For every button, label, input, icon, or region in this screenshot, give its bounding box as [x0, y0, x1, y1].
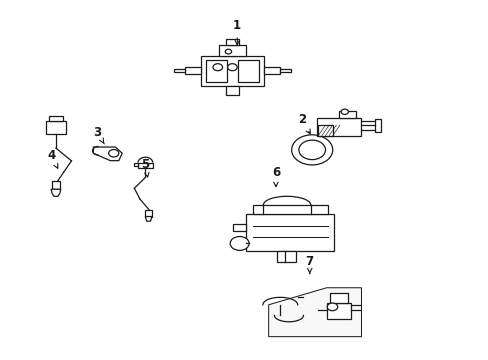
Bar [232, 224, 246, 231]
Text: 7: 7 [305, 255, 313, 274]
Polygon shape [268, 288, 361, 337]
Bar [316, 118, 360, 136]
Bar [280, 69, 290, 72]
Bar [200, 57, 264, 86]
Circle shape [213, 64, 222, 71]
Bar [225, 86, 239, 95]
Bar [374, 119, 380, 132]
Bar [253, 205, 327, 214]
Bar [225, 39, 239, 45]
Text: 2: 2 [298, 113, 309, 134]
Text: 4: 4 [47, 149, 58, 168]
Bar [264, 67, 280, 74]
Bar [237, 60, 259, 82]
Bar [205, 60, 226, 82]
Bar [246, 214, 334, 251]
Bar [338, 111, 355, 118]
Bar [326, 303, 350, 319]
Polygon shape [51, 189, 61, 196]
Bar [219, 45, 245, 57]
Circle shape [225, 49, 231, 54]
Bar [138, 163, 152, 168]
Bar [276, 251, 295, 262]
Circle shape [230, 237, 248, 251]
Bar [329, 293, 348, 303]
Bar [134, 163, 138, 166]
Text: 3: 3 [93, 126, 104, 144]
Circle shape [227, 64, 237, 71]
Text: 1: 1 [233, 19, 241, 45]
Polygon shape [93, 147, 122, 161]
Bar [46, 121, 65, 134]
Bar [174, 69, 184, 72]
Bar [49, 116, 62, 121]
Circle shape [341, 109, 348, 114]
Circle shape [326, 303, 337, 311]
Circle shape [298, 140, 325, 159]
Bar [145, 210, 151, 216]
Circle shape [108, 149, 119, 157]
Bar [318, 125, 332, 136]
Bar [52, 181, 60, 189]
Text: 5: 5 [141, 158, 149, 177]
Text: 6: 6 [271, 166, 280, 186]
Bar [184, 67, 200, 74]
Polygon shape [145, 216, 151, 221]
Circle shape [291, 135, 332, 165]
